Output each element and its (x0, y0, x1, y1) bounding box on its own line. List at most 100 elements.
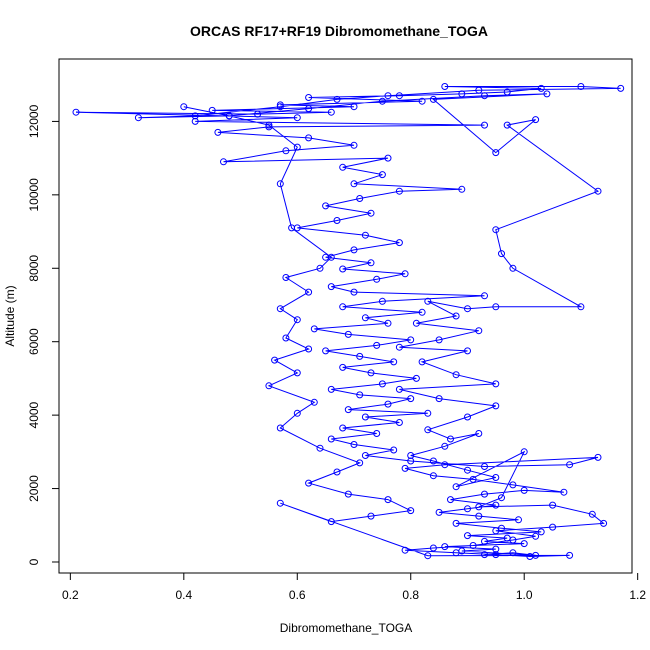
x-tick-label: 1.0 (516, 588, 533, 602)
data-point (412, 319, 420, 327)
data-point (424, 426, 432, 434)
data-point (361, 413, 369, 421)
data-point (254, 110, 262, 118)
data-point (367, 512, 375, 520)
data-point (327, 283, 335, 291)
data-point (293, 143, 301, 151)
data-point (276, 499, 284, 507)
data-point (271, 356, 279, 364)
data-point (282, 274, 290, 281)
data-point (435, 336, 443, 344)
data-point (356, 195, 364, 202)
data-point (390, 446, 398, 454)
data-point (503, 121, 511, 129)
data-point (327, 253, 335, 261)
data-point (361, 231, 369, 239)
data-point (305, 105, 313, 113)
data-point (475, 512, 483, 520)
data-point (481, 121, 488, 129)
data-point (276, 180, 284, 188)
data-point (577, 83, 585, 90)
data-point (293, 409, 301, 417)
data-point (282, 147, 290, 155)
data-point (594, 453, 602, 461)
data-point (373, 430, 381, 437)
x-tick-label: 0.8 (402, 588, 419, 602)
data-point (316, 264, 324, 272)
data-point (339, 424, 347, 432)
data-point (429, 472, 437, 480)
data-point (350, 141, 358, 149)
x-tick-label: 1.2 (629, 588, 646, 602)
data-point (367, 369, 375, 377)
data-point (481, 292, 488, 300)
data-point (339, 363, 347, 371)
data-point (134, 114, 142, 122)
data-point (191, 112, 199, 120)
data-point (305, 345, 313, 353)
data-point (464, 505, 471, 513)
data-point (367, 259, 375, 267)
data-point (515, 516, 522, 524)
data-point (452, 549, 460, 557)
data-point (498, 250, 505, 258)
data-point (509, 481, 517, 489)
data-point (395, 92, 403, 100)
data-point (356, 352, 364, 360)
data-point (412, 374, 420, 382)
x-tick-label: 0.2 (62, 588, 79, 602)
data-point (350, 441, 358, 448)
data-point (418, 358, 426, 366)
data-point (537, 84, 545, 92)
data-point (498, 524, 505, 532)
y-tick-label: 0 (27, 558, 41, 565)
data-point (384, 92, 392, 100)
data-point (447, 496, 454, 504)
data-point (549, 523, 557, 531)
data-point (418, 308, 426, 316)
data-point (520, 486, 528, 494)
data-point (481, 463, 488, 470)
data-point (509, 536, 517, 544)
data-point (424, 552, 432, 560)
data-point (520, 448, 528, 456)
data-point (481, 537, 488, 545)
y-tick-label: 6000 (27, 328, 41, 355)
data-point (361, 452, 369, 459)
data-point (384, 154, 392, 162)
data-point (395, 385, 403, 393)
data-point (350, 103, 358, 111)
data-point (543, 90, 551, 98)
data-point (492, 551, 500, 559)
data-point (424, 297, 432, 305)
data-point (401, 464, 409, 472)
data-point (435, 508, 443, 516)
data-point (293, 369, 301, 377)
data-point (469, 475, 477, 483)
data-point (305, 288, 313, 296)
data-point (492, 226, 500, 234)
data-point (452, 371, 460, 379)
data-point (384, 496, 392, 504)
y-axis: 0 2000 4000 6000 8000 10000 12000 (27, 104, 59, 565)
data-point (293, 114, 301, 122)
data-point (503, 88, 511, 96)
data-point (395, 239, 403, 247)
data-point (577, 303, 585, 311)
data-point (594, 187, 602, 195)
data-point (498, 494, 505, 502)
data-point (310, 325, 318, 333)
data-point (180, 103, 188, 111)
data-point (458, 90, 466, 98)
data-point (588, 510, 596, 518)
data-point (378, 380, 386, 388)
data-point (452, 483, 460, 491)
data-point (305, 479, 313, 487)
data-point (566, 461, 574, 469)
data-point (475, 86, 483, 94)
data-point (225, 112, 233, 120)
data-point (373, 341, 381, 349)
x-axis: 0.2 0.4 0.6 0.8 1.0 1.2 (62, 573, 646, 602)
data-point (401, 270, 409, 278)
